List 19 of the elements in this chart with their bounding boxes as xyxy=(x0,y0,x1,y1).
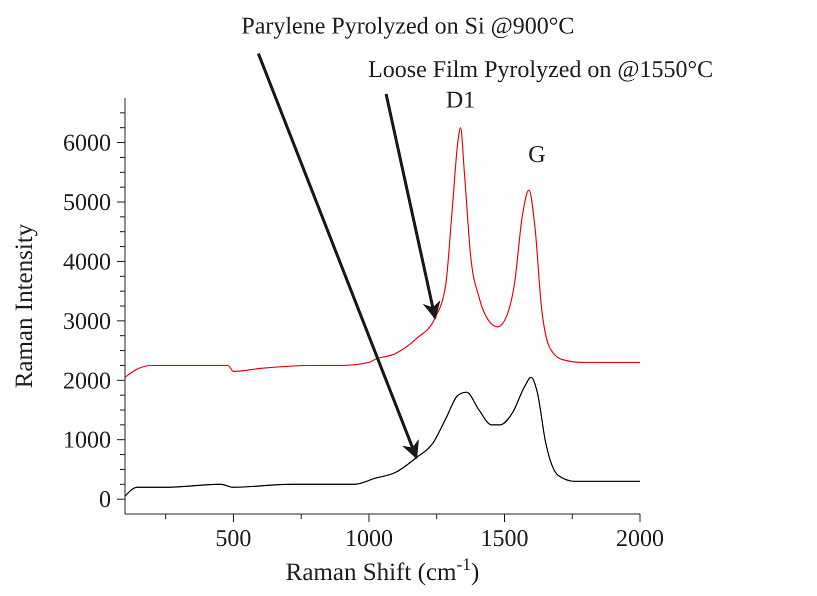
y-tick-label: 3000 xyxy=(63,308,111,335)
annotation: Parylene Pyrolyzed on Si @900°C xyxy=(241,14,574,40)
y-tick-label: 2000 xyxy=(63,368,111,394)
line-series xyxy=(125,376,640,497)
x-tick-label: 1500 xyxy=(480,526,528,552)
line-series xyxy=(125,127,640,378)
y-axis-title: Raman Intensity xyxy=(11,223,38,388)
y-tick-label: 6000 xyxy=(63,130,111,157)
y-tick-label: 0 xyxy=(99,487,111,514)
annotation: G xyxy=(528,142,546,168)
x-tick-label: 1000 xyxy=(344,526,393,552)
x-axis-title: Raman Shift (cm$^{-1}$) xyxy=(286,554,480,586)
annotation: D1 xyxy=(446,88,476,114)
annotation: Loose Film Pyrolyzed on @1550°C xyxy=(368,56,714,83)
x-tick-label: 500 xyxy=(215,526,252,552)
y-tick-label: 5000 xyxy=(63,190,111,216)
y-tick-label: 4000 xyxy=(63,249,111,276)
y-tick-label: 1000 xyxy=(63,428,111,454)
x-tick-label: 2000 xyxy=(616,526,664,552)
